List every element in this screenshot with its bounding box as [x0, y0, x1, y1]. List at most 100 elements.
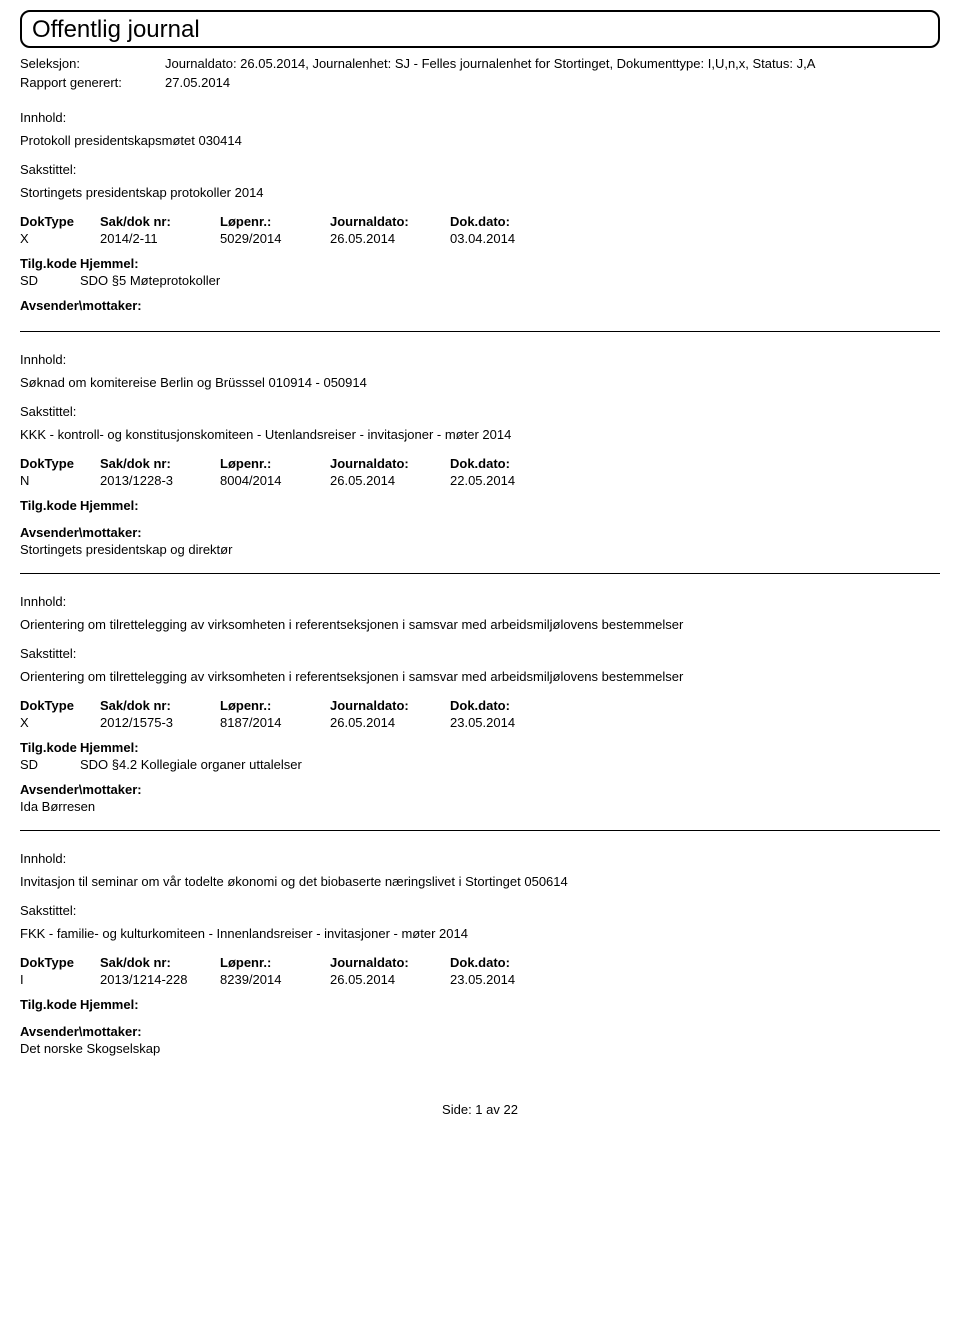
lopenr-value: 5029/2014 [220, 231, 330, 246]
tilgkode-label: Tilg.kode [20, 740, 80, 755]
avsender-value: Stortingets presidentskap og direktør [20, 542, 940, 557]
col-journaldato-header: Journaldato: [330, 955, 450, 970]
doktype-value: X [20, 715, 100, 730]
table-header-row: DokType Sak/dok nr: Løpenr.: Journaldato… [20, 955, 940, 970]
hjemmel-value: SDO §5 Møteprotokoller [80, 273, 220, 288]
sakstittel-value: Stortingets presidentskap protokoller 20… [20, 185, 940, 200]
sakstittel-label: Sakstittel: [20, 646, 940, 661]
avsender-label: Avsender\mottaker: [20, 525, 940, 540]
col-doktype-header: DokType [20, 456, 100, 471]
col-lopenr-header: Løpenr.: [220, 955, 330, 970]
journal-entry: Innhold: Orientering om tilrettelegging … [20, 594, 940, 831]
sakstittel-value: KKK - kontroll- og konstitusjonskomiteen… [20, 427, 940, 442]
col-journaldato-header: Journaldato: [330, 698, 450, 713]
innhold-label: Innhold: [20, 352, 940, 367]
journal-entry: Innhold: Protokoll presidentskapsmøtet 0… [20, 110, 940, 332]
avsender-label: Avsender\mottaker: [20, 1024, 940, 1039]
tilgkode-label: Tilg.kode [20, 256, 80, 271]
journaldato-value: 26.05.2014 [330, 715, 450, 730]
col-saknr-header: Sak/dok nr: [100, 456, 220, 471]
doktype-value: X [20, 231, 100, 246]
col-lopenr-header: Løpenr.: [220, 214, 330, 229]
avsender-value: Ida Børresen [20, 799, 940, 814]
header-box: Offentlig journal [20, 10, 940, 48]
innhold-value: Orientering om tilrettelegging av virkso… [20, 617, 940, 632]
sakstittel-value: FKK - familie- og kulturkomiteen - Innen… [20, 926, 940, 941]
tilgkode-header-row: Tilg.kode Hjemmel: [20, 740, 940, 755]
tilgkode-data-row: SD SDO §5 Møteprotokoller [20, 273, 940, 288]
tilgkode-value: SD [20, 273, 80, 288]
saknr-value: 2012/1575-3 [100, 715, 220, 730]
rapport-row: Rapport generert: 27.05.2014 [20, 75, 940, 90]
innhold-label: Innhold: [20, 851, 940, 866]
lopenr-value: 8239/2014 [220, 972, 330, 987]
avsender-label: Avsender\mottaker: [20, 782, 940, 797]
doktype-value: N [20, 473, 100, 488]
table-data-row: X 2014/2-11 5029/2014 26.05.2014 03.04.2… [20, 231, 940, 246]
tilgkode-header-row: Tilg.kode Hjemmel: [20, 498, 940, 513]
avsender-label: Avsender\mottaker: [20, 298, 940, 313]
table-header-row: DokType Sak/dok nr: Løpenr.: Journaldato… [20, 214, 940, 229]
tilgkode-data-row: SD SDO §4.2 Kollegiale organer uttalelse… [20, 757, 940, 772]
tilgkode-header-row: Tilg.kode Hjemmel: [20, 256, 940, 271]
lopenr-value: 8187/2014 [220, 715, 330, 730]
sakstittel-label: Sakstittel: [20, 903, 940, 918]
doktype-value: I [20, 972, 100, 987]
saknr-value: 2014/2-11 [100, 231, 220, 246]
col-lopenr-header: Løpenr.: [220, 456, 330, 471]
col-dokdato-header: Dok.dato: [450, 214, 570, 229]
hjemmel-value: SDO §4.2 Kollegiale organer uttalelser [80, 757, 302, 772]
table-header-row: DokType Sak/dok nr: Løpenr.: Journaldato… [20, 698, 940, 713]
dokdato-value: 03.04.2014 [450, 231, 570, 246]
table-data-row: I 2013/1214-228 8239/2014 26.05.2014 23.… [20, 972, 940, 987]
sakstittel-value: Orientering om tilrettelegging av virkso… [20, 669, 940, 684]
saknr-value: 2013/1228-3 [100, 473, 220, 488]
journaldato-value: 26.05.2014 [330, 972, 450, 987]
table-data-row: N 2013/1228-3 8004/2014 26.05.2014 22.05… [20, 473, 940, 488]
table-header-row: DokType Sak/dok nr: Løpenr.: Journaldato… [20, 456, 940, 471]
hjemmel-label: Hjemmel: [80, 740, 139, 755]
hjemmel-label: Hjemmel: [80, 498, 139, 513]
page-title: Offentlig journal [32, 16, 928, 44]
tilgkode-label: Tilg.kode [20, 498, 80, 513]
col-journaldato-header: Journaldato: [330, 214, 450, 229]
innhold-value: Invitasjon til seminar om vår todelte øk… [20, 874, 940, 889]
dokdato-value: 22.05.2014 [450, 473, 570, 488]
avsender-value: Det norske Skogselskap [20, 1041, 940, 1056]
col-journaldato-header: Journaldato: [330, 456, 450, 471]
tilgkode-value: SD [20, 757, 80, 772]
journal-entry: Innhold: Invitasjon til seminar om vår t… [20, 851, 940, 1072]
sakstittel-label: Sakstittel: [20, 162, 940, 177]
innhold-value: Søknad om komitereise Berlin og Brüsssel… [20, 375, 940, 390]
journaldato-value: 26.05.2014 [330, 231, 450, 246]
seleksjon-row: Seleksjon: Journaldato: 26.05.2014, Jour… [20, 56, 940, 71]
col-doktype-header: DokType [20, 955, 100, 970]
journaldato-value: 26.05.2014 [330, 473, 450, 488]
col-dokdato-header: Dok.dato: [450, 698, 570, 713]
hjemmel-label: Hjemmel: [80, 997, 139, 1012]
lopenr-value: 8004/2014 [220, 473, 330, 488]
hjemmel-label: Hjemmel: [80, 256, 139, 271]
journal-entry: Innhold: Søknad om komitereise Berlin og… [20, 352, 940, 574]
col-saknr-header: Sak/dok nr: [100, 214, 220, 229]
rapport-value: 27.05.2014 [165, 75, 940, 90]
dokdato-value: 23.05.2014 [450, 715, 570, 730]
dokdato-value: 23.05.2014 [450, 972, 570, 987]
sakstittel-label: Sakstittel: [20, 404, 940, 419]
seleksjon-value: Journaldato: 26.05.2014, Journalenhet: S… [165, 56, 940, 71]
page-footer: Side: 1 av 22 [20, 1102, 940, 1117]
tilgkode-label: Tilg.kode [20, 997, 80, 1012]
innhold-value: Protokoll presidentskapsmøtet 030414 [20, 133, 940, 148]
rapport-label: Rapport generert: [20, 75, 165, 90]
col-lopenr-header: Løpenr.: [220, 698, 330, 713]
saknr-value: 2013/1214-228 [100, 972, 220, 987]
col-saknr-header: Sak/dok nr: [100, 955, 220, 970]
table-data-row: X 2012/1575-3 8187/2014 26.05.2014 23.05… [20, 715, 940, 730]
col-saknr-header: Sak/dok nr: [100, 698, 220, 713]
col-doktype-header: DokType [20, 698, 100, 713]
innhold-label: Innhold: [20, 110, 940, 125]
tilgkode-header-row: Tilg.kode Hjemmel: [20, 997, 940, 1012]
col-dokdato-header: Dok.dato: [450, 955, 570, 970]
innhold-label: Innhold: [20, 594, 940, 609]
col-dokdato-header: Dok.dato: [450, 456, 570, 471]
